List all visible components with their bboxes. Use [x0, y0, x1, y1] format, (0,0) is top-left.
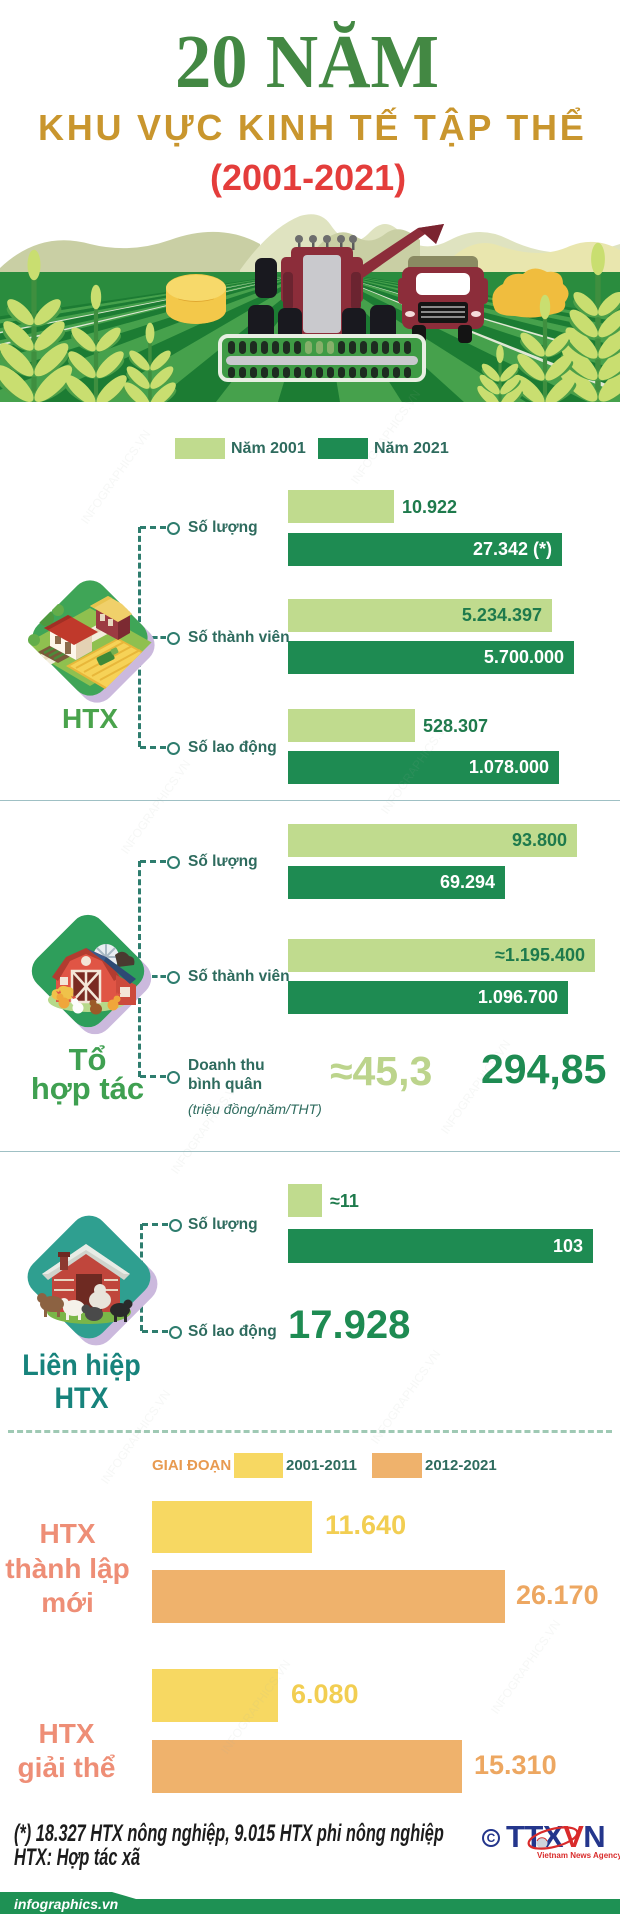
svg-text:infographics.vn: infographics.vn	[14, 1896, 118, 1912]
